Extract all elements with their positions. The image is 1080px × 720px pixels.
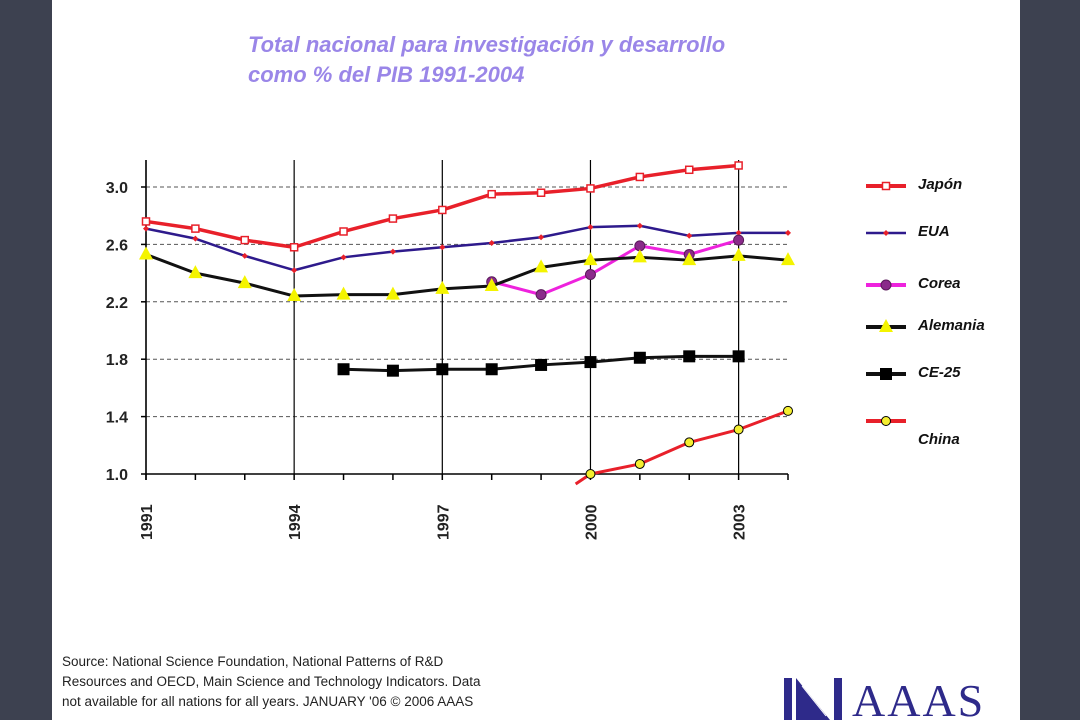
x-tick-label: 2003 [732,504,749,540]
chart-title: Total nacional para investigación y desa… [248,30,908,90]
series-point-jap-n [734,161,743,170]
series-point-jap-n [635,172,645,182]
source-note: Source: National Science Foundation, Nat… [62,652,582,712]
source-line-1: Source: National Science Foundation, Nat… [62,654,444,669]
series-line-corea [491,238,740,297]
series-line-alemania [145,253,789,298]
series-point-eua [340,254,347,261]
series-point-jap-n [191,224,200,233]
y-tick-label: 2.6 [106,237,128,254]
legend-label-jap-n: Japón [918,176,962,193]
x-tick-label: 1994 [287,504,304,540]
legend-label-alemania: Alemania [917,317,985,334]
y-tick-label: 1.0 [106,467,128,484]
series-point-alemania [385,286,400,300]
series-point-alemania [632,249,647,263]
series-point-ce-25 [633,351,646,364]
series-point-jap-n [388,214,398,223]
series-point-alemania [781,252,795,266]
chart-title-line-1: Total nacional para investigación y desa… [248,32,726,57]
aaas-logo-text: AAAS [852,675,985,720]
x-tick-label: 2000 [583,504,600,540]
series-point-eua [488,239,495,246]
series-point-eua [241,252,248,259]
series-line-eua [145,224,788,272]
chart-title-line-2: como % del PIB 1991-2004 [248,62,525,87]
series-point-jap-n [141,217,151,226]
series-point-ce-25 [436,363,449,376]
aaas-logo: AAAS [784,675,985,720]
legend-marker-alemania [879,319,893,332]
series-point-alemania [139,246,153,260]
series-point-alemania [534,259,549,273]
series-point-jap-n [487,189,496,199]
series-point-jap-n [586,184,595,193]
aaas-logo-mark-icon [784,678,842,720]
series-point-jap-n [289,243,299,252]
series-point-eua [143,225,149,232]
series-point-eua [538,234,545,241]
x-tick-label: 1991 [139,504,156,540]
legend-label-eua: EUA [918,223,950,240]
legend-marker-china [881,416,891,426]
series-point-eua [587,224,594,231]
legend-marker-corea [880,279,892,291]
series-point-alemania [435,280,450,294]
series-point-corea [535,289,547,301]
series-point-eua [389,248,396,255]
series-point-ce-25 [584,356,597,369]
series-point-jap-n [339,227,348,236]
series-point-alemania [336,286,351,300]
x-tick-label: 1997 [435,504,452,540]
legend-marker-eua [883,230,889,236]
series-point-ce-25 [535,358,548,371]
series-point-eua [686,232,693,239]
y-tick-label: 1.8 [106,352,128,369]
series-point-corea [584,269,596,281]
series-point-china [585,469,596,479]
series-point-jap-n [240,235,250,245]
legend-label-ce-25: CE-25 [918,364,961,381]
series-point-china [684,437,695,448]
series-point-jap-n [536,188,546,197]
series-point-alemania [731,247,746,261]
series-point-alemania [287,288,302,302]
series-point-ce-25 [485,363,498,376]
series-point-eua [636,222,643,229]
series-point-alemania [583,252,598,266]
series-point-ce-25 [732,350,745,363]
series-point-jap-n [438,205,447,215]
line-chart: 1.0 1.4 1.8 2.2 2.6 3.0 1991 1994 1997 2000 2003 Ja… [106,160,985,540]
series-point-alemania [237,275,252,289]
series-point-ce-25 [683,350,696,363]
series-point-china [733,424,744,435]
legend-marker-ce-25 [880,368,892,380]
y-tick-label: 2.2 [106,295,128,312]
y-tick-label: 3.0 [106,180,128,197]
source-line-3: not available for all nations for all ye… [62,694,474,709]
series-point-ce-25 [386,364,399,377]
source-line-2: Resources and OECD, Main Science and Tec… [62,674,481,689]
series-point-alemania [682,252,697,266]
series-point-corea [733,234,745,246]
slide: Total nacional para investigación y desa… [52,0,1020,720]
series-point-eua [291,267,298,274]
series-point-eua [439,244,446,251]
series-point-ce-25 [337,363,350,376]
y-tick-label: 1.4 [106,410,128,427]
series-point-china [783,405,793,416]
series-point-china [634,458,645,469]
series-line-china [574,409,789,486]
legend-marker-jap-n [881,181,891,191]
series-point-alemania [188,265,203,279]
series-point-alemania [484,278,499,292]
series-point-eua [785,229,791,236]
series-point-eua [735,229,742,236]
series-point-eua [192,235,199,242]
legend-label-corea: Corea [918,275,961,292]
series-point-jap-n [684,165,694,175]
legend-label-china: China [918,431,960,448]
